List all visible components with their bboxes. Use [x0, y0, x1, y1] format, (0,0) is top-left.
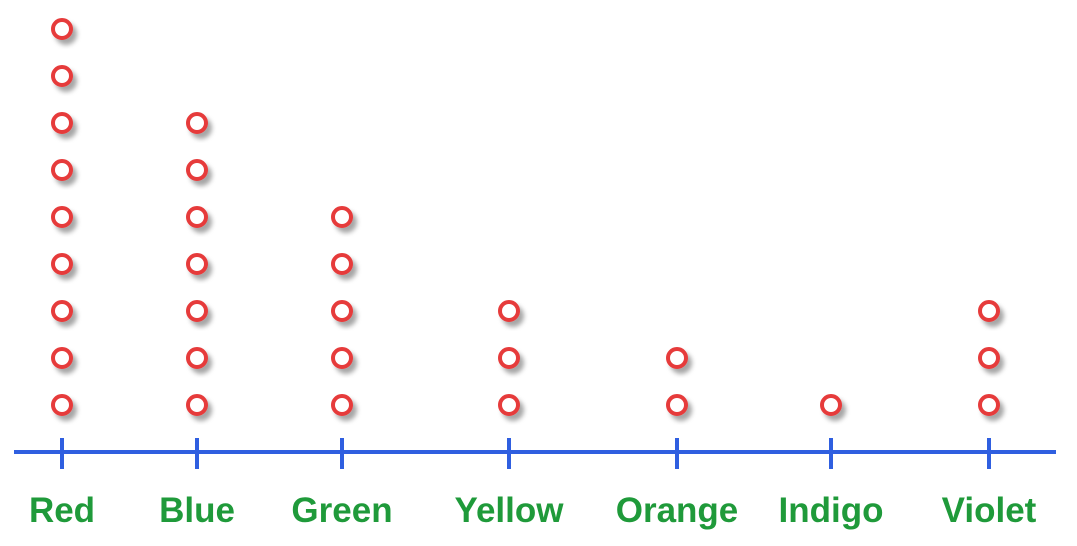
- dot-green-1: [331, 394, 353, 416]
- dot-red-2: [51, 347, 73, 369]
- tick-label-orange: Orange: [616, 491, 739, 530]
- dot-violet-1: [978, 394, 1000, 416]
- dot-violet-2: [978, 347, 1000, 369]
- dot-red-1: [51, 394, 73, 416]
- dot-red-4: [51, 253, 73, 275]
- tick-label-green: Green: [291, 491, 392, 530]
- dot-red-6: [51, 159, 73, 181]
- dot-blue-5: [186, 206, 208, 228]
- dot-green-5: [331, 206, 353, 228]
- dot-red-9: [51, 18, 73, 40]
- dot-violet-3: [978, 300, 1000, 322]
- tick-label-indigo: Indigo: [779, 491, 884, 530]
- dot-indigo-1: [820, 394, 842, 416]
- dot-red-5: [51, 206, 73, 228]
- dot-green-3: [331, 300, 353, 322]
- tick-label-violet: Violet: [942, 491, 1037, 530]
- dot-orange-1: [666, 394, 688, 416]
- dot-red-8: [51, 65, 73, 87]
- dot-green-4: [331, 253, 353, 275]
- dot-yellow-2: [498, 347, 520, 369]
- data-markers: [51, 18, 1000, 416]
- dot-green-2: [331, 347, 353, 369]
- x-axis-ticks: [60, 438, 991, 469]
- dot-blue-7: [186, 112, 208, 134]
- dot-blue-6: [186, 159, 208, 181]
- dot-blue-1: [186, 394, 208, 416]
- dot-yellow-3: [498, 300, 520, 322]
- dot-red-3: [51, 300, 73, 322]
- tick-label-yellow: Yellow: [455, 491, 565, 530]
- dot-blue-3: [186, 300, 208, 322]
- tick-label-red: Red: [29, 491, 95, 530]
- x-axis-tick-labels: Red Blue Green Yellow Orange Indigo Violet: [29, 491, 1037, 530]
- dot-red-7: [51, 112, 73, 134]
- dot-blue-2: [186, 347, 208, 369]
- dot-orange-2: [666, 347, 688, 369]
- dot-blue-4: [186, 253, 208, 275]
- tick-label-blue: Blue: [159, 491, 235, 530]
- dot-yellow-1: [498, 394, 520, 416]
